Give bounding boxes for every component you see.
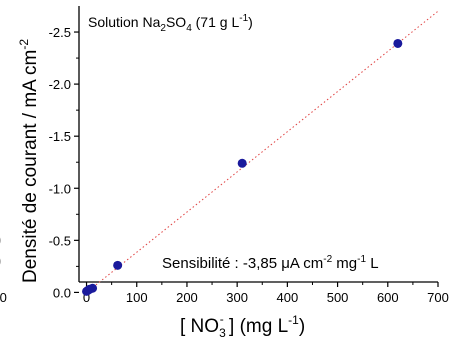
x-tick-label: 400: [277, 290, 299, 305]
fit-line: [86, 10, 439, 293]
x-tick-label: 0: [83, 290, 90, 305]
y-tick-label: -2.0: [49, 77, 71, 92]
linear-fit-line: [86, 10, 439, 293]
solution-annotation: Solution Na2SO4 (71 g L-1): [88, 13, 253, 34]
tick-labels: 0 100 200 300 400 500 600 700 0.0 -0.5 -1.0 -1.5 -2.…: [49, 25, 449, 305]
y-tick-label: 0.0: [53, 285, 71, 300]
x-tick-label: 600: [377, 290, 399, 305]
y-tick-label: -1.5: [49, 129, 71, 144]
tick-marks: [74, 31, 439, 294]
x-axis-label: [ NO3- ] (mg L-1): [180, 312, 305, 339]
data-points: [82, 38, 403, 296]
y-tick-label: -0.5: [49, 233, 71, 248]
x-tick-label: 100: [126, 290, 148, 305]
x-tick-label: 200: [176, 290, 198, 305]
left-edge-fragment-1: 0: [0, 231, 1, 251]
data-point: [113, 260, 123, 270]
data-point: [237, 158, 247, 168]
x-tick-label: 300: [226, 290, 248, 305]
data-point: [88, 283, 98, 293]
y-tick-label: -1.0: [49, 181, 71, 196]
x-tick-label: 700: [427, 290, 449, 305]
y-axis-label: Densité de courant / mA cm-2: [17, 39, 41, 283]
sensitivity-annotation: Sensibilité : -3,85 μA cm-2 mg-1 L: [162, 254, 379, 272]
left-edge-fragment-3: .0: [0, 290, 7, 305]
x-tick-label: 500: [327, 290, 349, 305]
left-edge-fragment-2: 0: [0, 252, 1, 272]
plot-axes: [78, 6, 438, 283]
data-point: [393, 38, 403, 48]
y-tick-label: -2.5: [49, 25, 71, 40]
